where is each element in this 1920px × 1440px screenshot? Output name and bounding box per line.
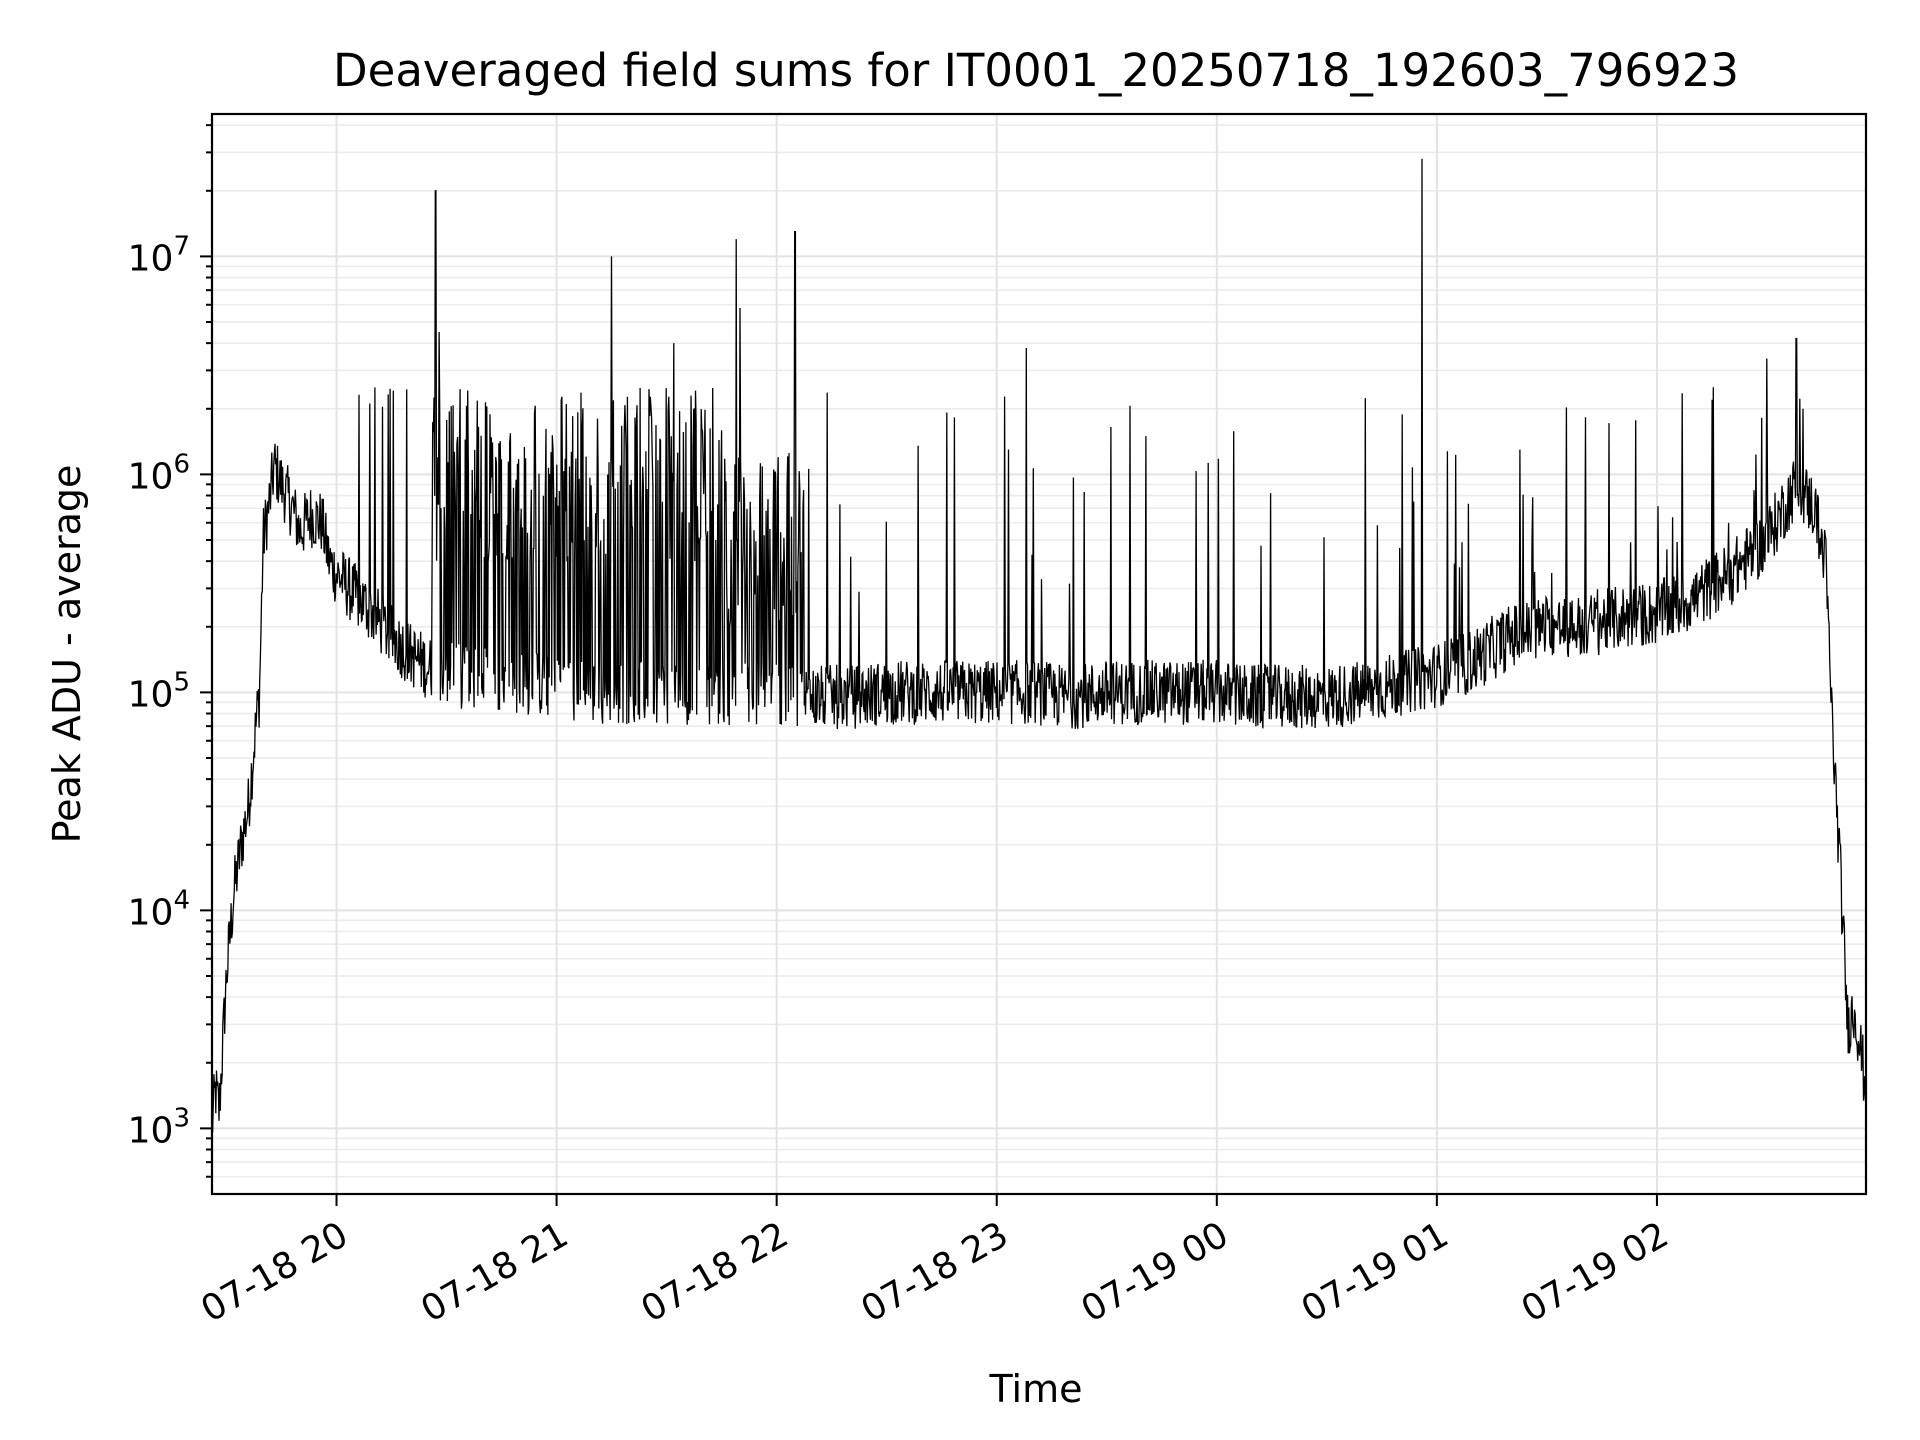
y-axis-label: Peak ADU - average <box>45 465 89 844</box>
y-tick-label: 103 <box>128 1103 190 1151</box>
y-tick-label: 106 <box>128 449 190 497</box>
grid <box>212 114 1866 1194</box>
y-tick-label: 107 <box>128 231 190 279</box>
series-layer <box>212 158 1866 1133</box>
y-tick-label: 104 <box>128 885 190 933</box>
chart-title: Deaveraged field sums for IT0001_2025071… <box>333 44 1739 97</box>
y-tick-label: 105 <box>128 667 190 715</box>
plot-frame <box>210 112 1868 1196</box>
x-axis-label: Time <box>989 1367 1083 1411</box>
y-axis: 103 104 105 106 107 <box>128 124 212 1178</box>
series-line <box>212 158 1866 1133</box>
